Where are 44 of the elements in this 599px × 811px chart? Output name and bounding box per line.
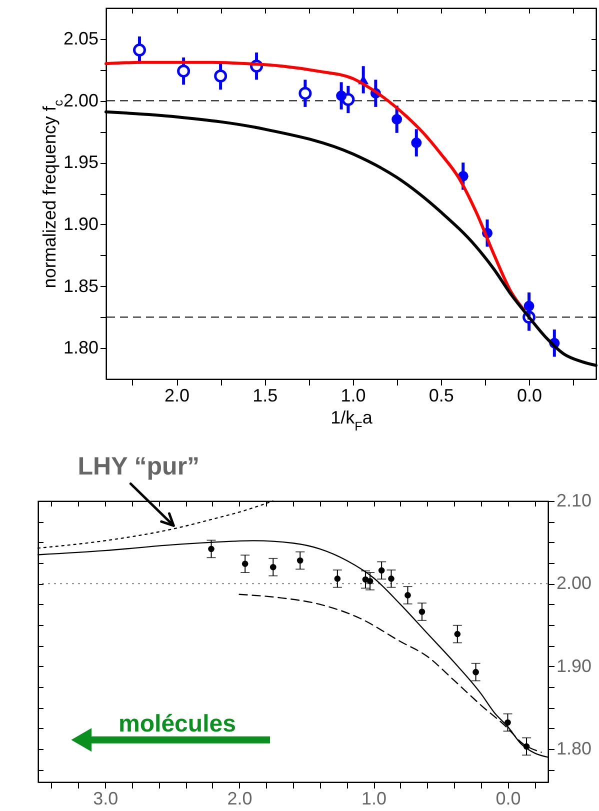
y-tick-label: 1.95 xyxy=(63,152,98,172)
point xyxy=(298,86,312,100)
point xyxy=(504,719,511,726)
y-tick-label: 2.00 xyxy=(63,90,98,110)
x-tick-label: 2.0 xyxy=(227,788,252,808)
y-tick-label: 1.90 xyxy=(63,214,98,234)
point xyxy=(454,630,461,638)
point xyxy=(270,564,276,570)
y-tick-label: 1.80 xyxy=(63,338,98,358)
point xyxy=(378,567,385,574)
point xyxy=(388,576,394,582)
x-tick-label: 3.0 xyxy=(93,788,118,808)
point xyxy=(472,668,479,676)
point xyxy=(177,64,190,78)
text: LHY “pur” xyxy=(78,452,200,481)
line-series xyxy=(238,594,542,753)
point xyxy=(392,114,402,125)
point xyxy=(524,300,534,312)
point xyxy=(132,44,146,57)
x-tick-label: 1.0 xyxy=(362,788,387,808)
x-tick-label: 0.5 xyxy=(428,386,454,406)
point xyxy=(296,557,304,564)
point xyxy=(411,138,422,148)
x-tick-label: 0.0 xyxy=(496,788,521,808)
y2-tick-label: 1.90 xyxy=(556,656,592,676)
y-tick-label: 2.05 xyxy=(63,28,98,48)
x-axis-title: 1/k$_{F}$a xyxy=(330,408,374,434)
point xyxy=(214,70,228,82)
y-tick-label: 1.85 xyxy=(63,276,98,296)
point xyxy=(418,608,426,615)
y2-tick-label: 1.80 xyxy=(556,738,592,758)
point xyxy=(334,576,341,582)
x-tick-label: 0.0 xyxy=(517,386,542,406)
point xyxy=(242,560,248,567)
annotation: molécules xyxy=(118,710,236,738)
y2-tick-label: 2.10 xyxy=(556,490,592,510)
point xyxy=(336,90,347,102)
x-tick-label: 1.0 xyxy=(340,386,366,406)
y2-tick-label: 2.00 xyxy=(556,573,592,594)
point xyxy=(404,592,411,598)
x-tick-label: 1.5 xyxy=(252,386,278,406)
point xyxy=(366,578,374,584)
point xyxy=(208,546,214,552)
x-tick-label: 2.0 xyxy=(164,386,190,406)
